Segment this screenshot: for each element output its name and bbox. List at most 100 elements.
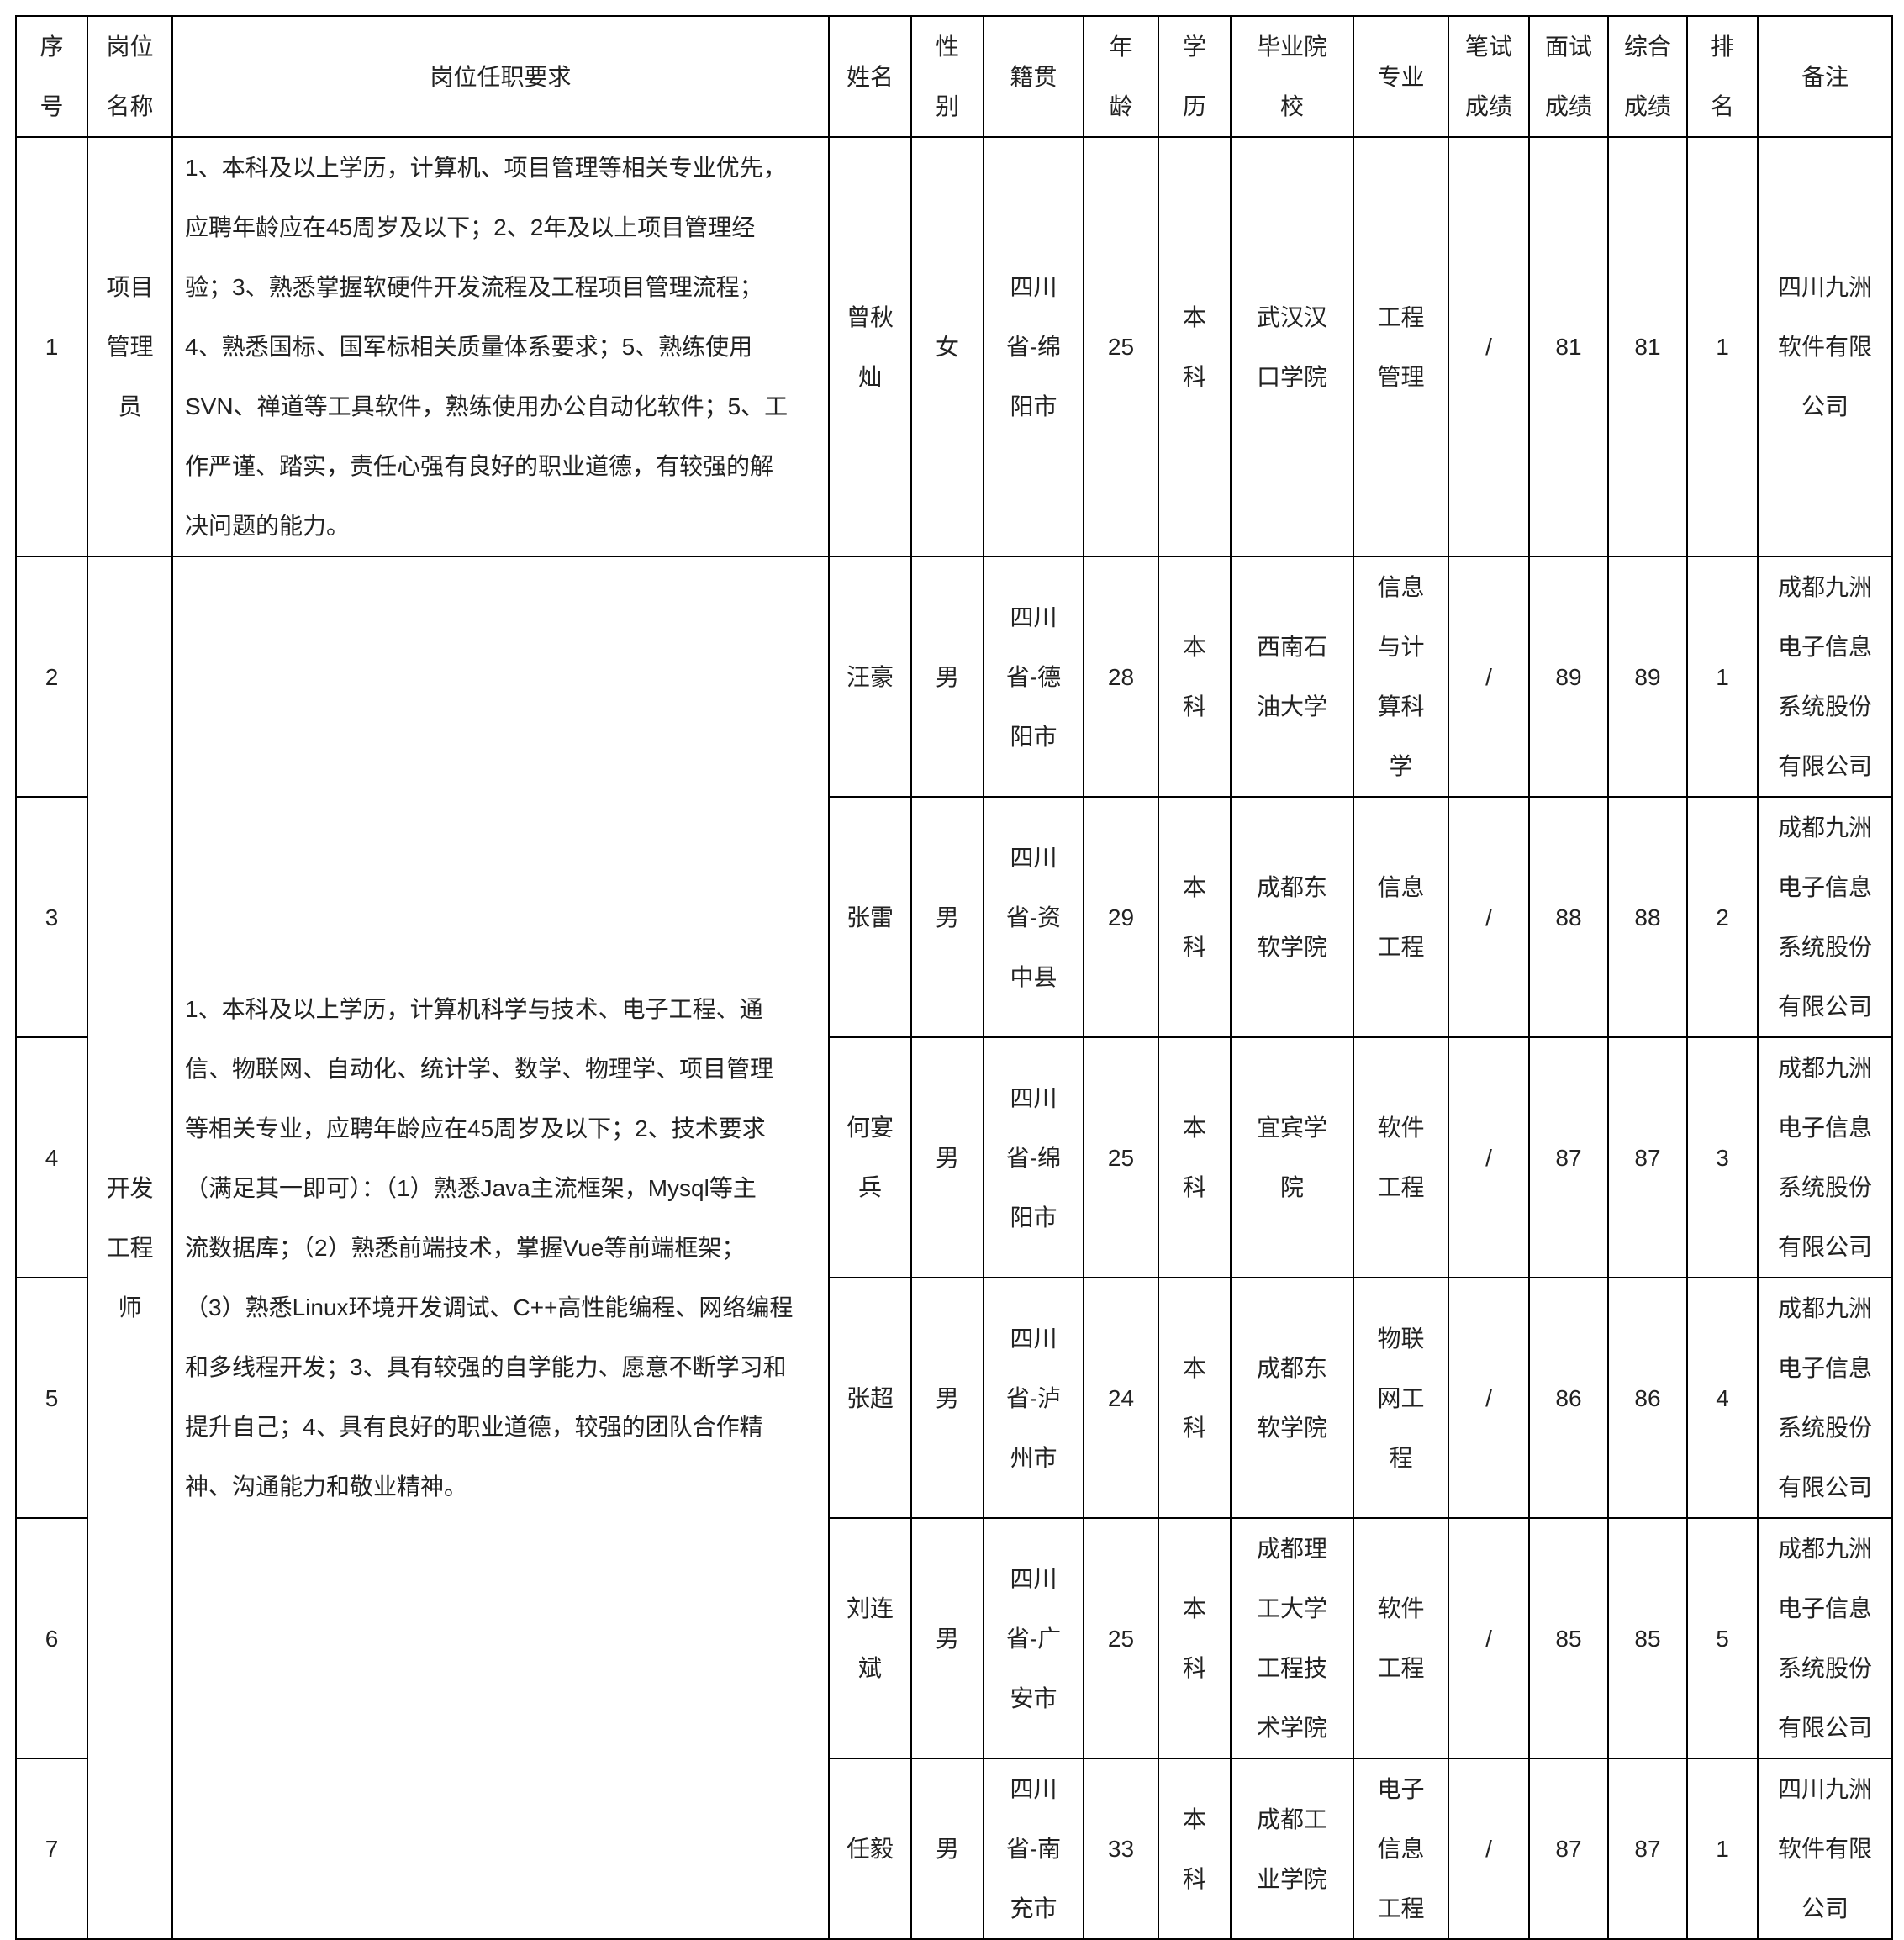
cell-total-score: 86	[1607, 1277, 1688, 1519]
cell-requirements: 1、本科及以上学历，计算机、项目管理等相关专业优先， 应聘年龄应在45周岁及以下…	[171, 136, 830, 557]
cell-school: 西南石 油大学	[1230, 556, 1354, 798]
cell-written-score: /	[1448, 1036, 1530, 1278]
header-education: 学 历	[1158, 15, 1232, 138]
header-remarks: 备注	[1757, 15, 1893, 138]
cell-origin: 四川 省-绵 阳市	[983, 1036, 1084, 1278]
cell-major: 物联 网工 程	[1353, 1277, 1449, 1519]
cell-seq: 1	[15, 136, 88, 557]
cell-interview-score: 88	[1528, 796, 1609, 1038]
cell-education: 本 科	[1158, 556, 1232, 798]
cell-origin: 四川 省-泸 州市	[983, 1277, 1084, 1519]
cell-interview-score: 87	[1528, 1036, 1609, 1278]
cell-education: 本 科	[1158, 1036, 1232, 1278]
cell-education: 本 科	[1158, 1277, 1232, 1519]
cell-rank: 5	[1686, 1517, 1759, 1759]
cell-origin: 四川 省-南 充市	[983, 1758, 1084, 1940]
cell-rank: 1	[1686, 1758, 1759, 1940]
header-major: 专业	[1353, 15, 1449, 138]
header-gender: 性 别	[910, 15, 984, 138]
cell-education: 本 科	[1158, 796, 1232, 1038]
cell-written-score: /	[1448, 556, 1530, 798]
cell-rank: 1	[1686, 136, 1759, 557]
cell-gender: 男	[910, 1277, 984, 1519]
cell-major: 信息 工程	[1353, 796, 1449, 1038]
header-row: 序 号岗位 名称 岗位任职要求 姓名性 别籍贯年 龄学 历毕业院 校专业 笔试 成绩面…	[15, 15, 1893, 138]
cell-interview-score: 86	[1528, 1277, 1609, 1519]
cell-rank: 3	[1686, 1036, 1759, 1278]
cell-remarks: 成都九洲 电子信息 系统股份 有限公司	[1757, 796, 1893, 1038]
cell-seq: 6	[15, 1517, 88, 1759]
cell-school: 成都理 工大学 工程技 术学院	[1230, 1517, 1354, 1759]
header-age: 年 龄	[1083, 15, 1159, 138]
candidate-table: 序 号岗位 名称 岗位任职要求 姓名性 别籍贯年 龄学 历毕业院 校专业 笔试 成绩面…	[15, 15, 1893, 1940]
cell-school: 成都东 软学院	[1230, 796, 1354, 1038]
cell-position: 项目 管理 员	[87, 136, 173, 557]
cell-seq: 3	[15, 796, 88, 1038]
cell-interview-score: 89	[1528, 556, 1609, 798]
header-origin: 籍贯	[983, 15, 1084, 138]
cell-seq: 4	[15, 1036, 88, 1278]
cell-school: 成都东 软学院	[1230, 1277, 1354, 1519]
cell-age: 28	[1083, 556, 1159, 798]
cell-school: 武汉汉 口学院	[1230, 136, 1354, 557]
cell-total-score: 87	[1607, 1758, 1688, 1940]
cell-origin: 四川 省-绵 阳市	[983, 136, 1084, 557]
cell-name: 曾秋 灿	[828, 136, 912, 557]
cell-gender: 男	[910, 1758, 984, 1940]
cell-name: 张雷	[828, 796, 912, 1038]
table-row: 7 任毅男四川 省-南 充市 33 本 科成都工 业学院 电子 信息 工程/87 87 1 四…	[15, 1758, 1893, 1940]
cell-interview-score: 81	[1528, 136, 1609, 557]
cell-school: 成都工 业学院	[1230, 1758, 1354, 1940]
cell-written-score: /	[1448, 136, 1530, 557]
table-row: 1 项目 管理 员 1、本科及以上学历，计算机、项目管理等相关专业优先， 应聘年龄应…	[15, 136, 1893, 557]
cell-school: 宜宾学 院	[1230, 1036, 1354, 1278]
cell-major: 工程 管理	[1353, 136, 1449, 557]
cell-age: 33	[1083, 1758, 1159, 1940]
table-row: 4 何宴 兵男四川 省-绵 阳市 25 本 科宜宾学 院软件 工程/87 87 3 成都九洲…	[15, 1036, 1893, 1278]
cell-education: 本 科	[1158, 136, 1232, 557]
table-row: 5 张超男四川 省-泸 州市 24 本 科成都东 软学院 物联 网工 程/86 86 4 成都…	[15, 1277, 1893, 1519]
cell-written-score: /	[1448, 796, 1530, 1038]
header-rank: 排 名	[1686, 15, 1759, 138]
cell-position: 开发 工程 师	[87, 556, 173, 1940]
header-requirements: 岗位任职要求	[171, 15, 830, 138]
table-row: 3 张雷男四川 省-资 中县 29 本 科成都东 软学院 信息 工程/88 88 2 成都九洲…	[15, 796, 1893, 1038]
cell-remarks: 成都九洲 电子信息 系统股份 有限公司	[1757, 1517, 1893, 1759]
cell-rank: 4	[1686, 1277, 1759, 1519]
header-school: 毕业院 校	[1230, 15, 1354, 138]
cell-remarks: 四川九洲 软件有限 公司	[1757, 136, 1893, 557]
header-total-score: 综合 成绩	[1607, 15, 1688, 138]
cell-major: 电子 信息 工程	[1353, 1758, 1449, 1940]
cell-written-score: /	[1448, 1758, 1530, 1940]
cell-age: 24	[1083, 1277, 1159, 1519]
cell-name: 张超	[828, 1277, 912, 1519]
header-seq: 序 号	[15, 15, 88, 138]
cell-origin: 四川 省-德 阳市	[983, 556, 1084, 798]
cell-total-score: 87	[1607, 1036, 1688, 1278]
cell-remarks: 四川九洲 软件有限 公司	[1757, 1758, 1893, 1940]
cell-major: 软件 工程	[1353, 1517, 1449, 1759]
cell-rank: 2	[1686, 796, 1759, 1038]
cell-age: 25	[1083, 1517, 1159, 1759]
cell-age: 25	[1083, 136, 1159, 557]
cell-written-score: /	[1448, 1517, 1530, 1759]
cell-seq: 2	[15, 556, 88, 798]
cell-interview-score: 87	[1528, 1758, 1609, 1940]
cell-name: 何宴 兵	[828, 1036, 912, 1278]
header-name: 姓名	[828, 15, 912, 138]
header-written-score: 笔试 成绩	[1448, 15, 1530, 138]
cell-origin: 四川 省-广 安市	[983, 1517, 1084, 1759]
cell-name: 刘连 斌	[828, 1517, 912, 1759]
cell-rank: 1	[1686, 556, 1759, 798]
cell-interview-score: 85	[1528, 1517, 1609, 1759]
table-row: 6 刘连 斌男四川 省-广 安市 25 本 科成都理 工大学 工程技 术学院 软件 工程…	[15, 1517, 1893, 1759]
cell-total-score: 88	[1607, 796, 1688, 1038]
cell-total-score: 81	[1607, 136, 1688, 557]
cell-total-score: 89	[1607, 556, 1688, 798]
cell-gender: 男	[910, 796, 984, 1038]
cell-major: 软件 工程	[1353, 1036, 1449, 1278]
cell-gender: 男	[910, 556, 984, 798]
cell-education: 本 科	[1158, 1758, 1232, 1940]
cell-education: 本 科	[1158, 1517, 1232, 1759]
cell-seq: 7	[15, 1758, 88, 1940]
